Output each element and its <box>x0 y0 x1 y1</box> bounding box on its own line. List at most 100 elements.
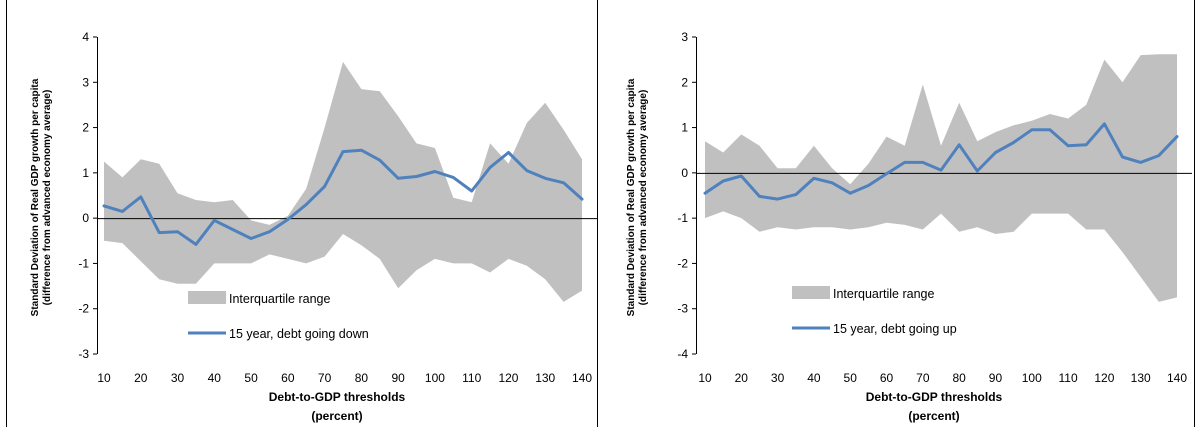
x-axis-subtitle: (percent) <box>311 409 362 423</box>
data-point <box>360 149 363 152</box>
y-axis-subtitle: (difference from advanced economy averag… <box>638 90 649 306</box>
x-tick-label: 10 <box>97 371 111 385</box>
y-tick-label: -3 <box>78 347 89 361</box>
x-tick-label: 130 <box>1131 371 1151 385</box>
y-tick-label: 4 <box>82 30 89 44</box>
data-point <box>1157 154 1161 157</box>
data-point <box>378 158 381 162</box>
data-point <box>286 218 290 221</box>
x-tick-label: 50 <box>844 371 858 385</box>
data-point <box>1012 141 1015 144</box>
data-point <box>1085 143 1088 146</box>
data-point <box>268 230 271 233</box>
data-point <box>433 170 437 173</box>
y-axis-subtitle: (difference from advanced economy averag… <box>42 90 53 306</box>
x-axis-title: Debt-to-GDP thresholds <box>866 390 1003 404</box>
y-axis-title: Standard Deviation of Real GDP growth pe… <box>626 78 637 316</box>
data-point <box>415 175 418 178</box>
legend-label-line: 15 year, debt going up <box>833 322 957 336</box>
data-point <box>1139 161 1142 164</box>
x-tick-label: 140 <box>572 371 592 385</box>
x-tick-label: 50 <box>244 371 258 385</box>
x-tick-label: 40 <box>208 371 222 385</box>
data-point <box>580 197 584 201</box>
x-tick-label: 20 <box>735 371 749 385</box>
y-tick-label: 1 <box>82 166 89 180</box>
x-tick-label: 10 <box>698 371 712 385</box>
data-point <box>758 195 761 198</box>
data-point <box>1048 128 1052 132</box>
y-tick-label: 3 <box>681 30 688 44</box>
x-tick-label: 100 <box>1022 371 1042 385</box>
x-tick-label: 120 <box>1094 371 1114 385</box>
data-point <box>231 228 234 231</box>
y-tick-label: -3 <box>677 302 688 316</box>
x-tick-label: 120 <box>498 371 518 385</box>
x-tick-label: 60 <box>281 371 295 385</box>
data-point <box>957 143 961 146</box>
data-point <box>939 168 943 172</box>
x-tick-label: 90 <box>989 371 1003 385</box>
data-point <box>488 166 492 169</box>
legend-label-band: Interquartile range <box>229 292 331 306</box>
data-point <box>341 150 345 153</box>
data-point <box>703 192 707 195</box>
data-point <box>1030 128 1033 132</box>
data-point <box>812 177 816 180</box>
x-tick-label: 40 <box>807 371 821 385</box>
data-point <box>867 184 870 187</box>
y-tick-label: -2 <box>78 302 89 316</box>
interquartile-band <box>104 61 582 302</box>
x-axis-title: Debt-to-GDP thresholds <box>269 390 406 404</box>
data-point <box>176 230 179 233</box>
x-axis-subtitle: (percent) <box>908 409 959 423</box>
data-point <box>194 243 198 246</box>
data-point <box>885 172 888 175</box>
legend-swatch-band <box>188 291 226 304</box>
data-point <box>139 195 142 199</box>
data-point <box>544 177 547 180</box>
y-tick-label: 1 <box>681 121 688 135</box>
data-point <box>1175 135 1179 138</box>
x-tick-label: 20 <box>134 371 148 385</box>
legend-swatch-band <box>792 286 830 299</box>
y-axis-title: Standard Deviation of Real GDP growth pe… <box>30 78 41 316</box>
x-tick-label: 70 <box>916 371 930 385</box>
data-point <box>1121 155 1124 159</box>
data-point <box>794 193 797 196</box>
x-tick-label: 110 <box>462 371 481 385</box>
data-point <box>396 177 400 180</box>
y-tick-label: -4 <box>677 347 688 361</box>
data-point <box>903 161 906 164</box>
x-tick-label: 60 <box>880 371 894 385</box>
x-tick-label: 140 <box>1167 371 1187 385</box>
x-tick-label: 80 <box>355 371 369 385</box>
data-point <box>976 169 979 173</box>
data-point <box>213 219 216 222</box>
y-tick-label: 2 <box>681 75 688 89</box>
x-tick-label: 90 <box>391 371 405 385</box>
data-point <box>525 169 529 172</box>
data-point <box>740 174 743 178</box>
data-point <box>721 179 725 183</box>
data-point <box>507 151 510 154</box>
legend-label-band: Interquartile range <box>833 287 935 301</box>
data-point <box>249 237 253 240</box>
data-point <box>470 189 473 193</box>
y-tick-label: 0 <box>681 166 688 180</box>
x-tick-label: 30 <box>171 371 185 385</box>
data-point <box>157 231 161 234</box>
x-tick-label: 70 <box>318 371 332 385</box>
data-point <box>994 151 997 154</box>
x-tick-label: 30 <box>771 371 785 385</box>
y-tick-label: 3 <box>82 75 89 89</box>
data-point <box>776 197 779 201</box>
y-tick-label: -2 <box>677 256 688 270</box>
data-point <box>1066 144 1070 147</box>
data-point <box>452 176 455 179</box>
data-point <box>1103 122 1106 126</box>
x-tick-label: 80 <box>952 371 966 385</box>
